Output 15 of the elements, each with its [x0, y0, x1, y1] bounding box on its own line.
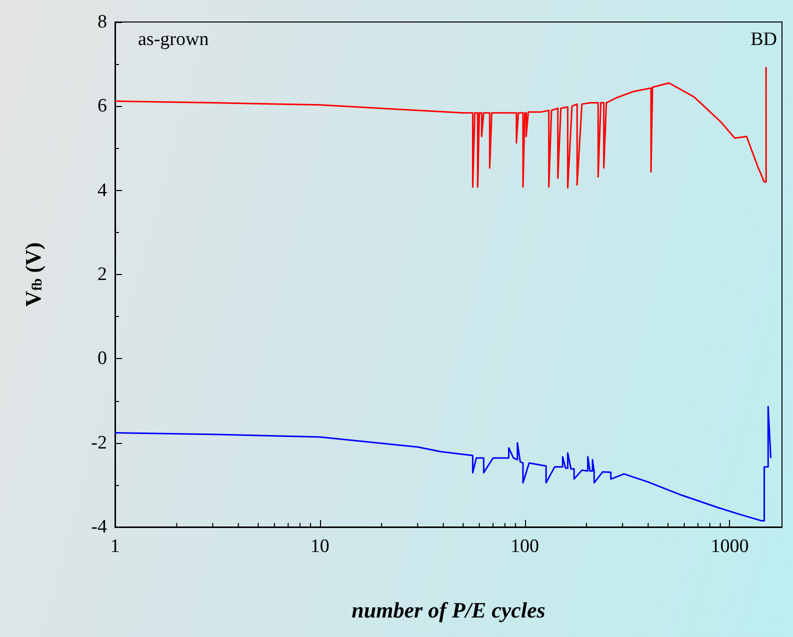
- y-tick-label: -2: [91, 432, 107, 454]
- annotation: BD: [750, 29, 778, 50]
- x-tick-label: 1: [110, 536, 120, 557]
- x-tick-label: 10: [310, 536, 330, 557]
- x-tick-label: 1000: [710, 536, 749, 557]
- x-tick-label: 100: [510, 536, 540, 557]
- y-tick-label: 6: [98, 96, 107, 117]
- y-axis-title: Vfb (V): [20, 242, 46, 307]
- y-tick-label: 2: [98, 264, 107, 285]
- annotation: as-grown: [138, 29, 210, 50]
- y-tick-label: 8: [98, 12, 107, 32]
- y-tick-label: 4: [98, 180, 108, 201]
- x-axis-title: number of P/E cycles: [352, 598, 546, 622]
- y-tick-label: 0: [98, 348, 107, 370]
- y-tick-label: -4: [91, 516, 108, 538]
